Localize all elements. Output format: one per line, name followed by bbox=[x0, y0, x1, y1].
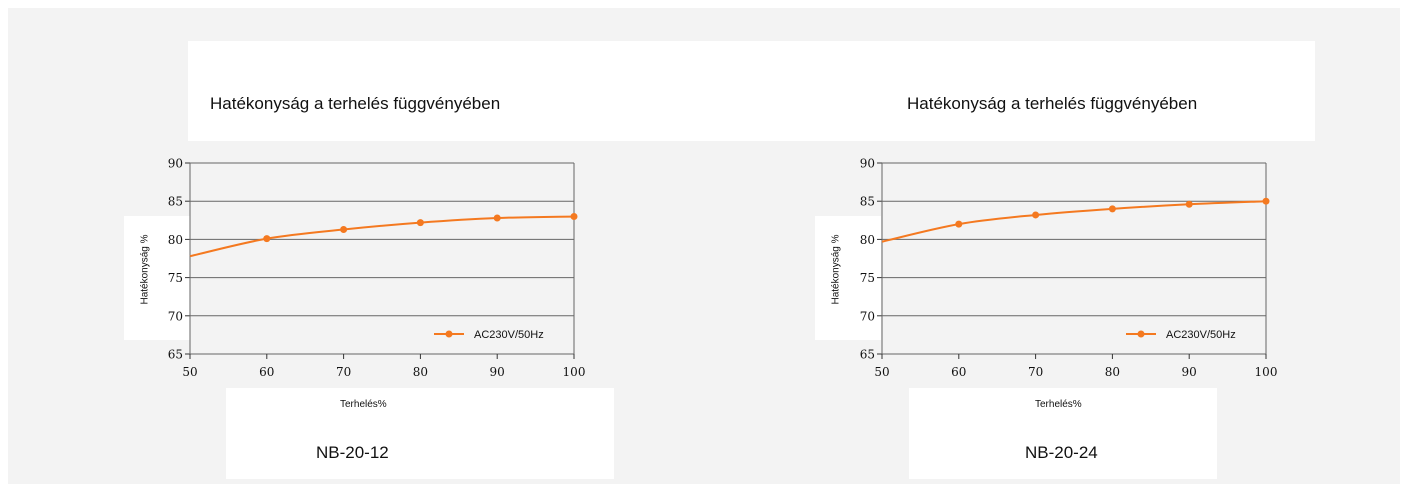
legend-label: AC230V/50Hz bbox=[1166, 329, 1236, 341]
y-tick-label: 65 bbox=[168, 348, 183, 362]
x-tick-label: 80 bbox=[1105, 365, 1120, 379]
x-tick-label: 90 bbox=[1182, 365, 1197, 379]
data-point bbox=[570, 212, 578, 220]
model-name-right: NB-20-24 bbox=[1025, 443, 1098, 462]
series-line bbox=[189, 215, 575, 258]
data-point bbox=[263, 235, 271, 243]
ylabel-box-right bbox=[815, 216, 881, 340]
x-tick-label: 50 bbox=[874, 365, 889, 379]
y-tick-label: 85 bbox=[168, 195, 183, 209]
data-point bbox=[1262, 197, 1270, 205]
x-tick-label: 50 bbox=[182, 365, 197, 379]
y-tick-label: 90 bbox=[860, 157, 875, 171]
x-tick-label: 80 bbox=[413, 365, 428, 379]
ylabel-box-left bbox=[124, 216, 190, 340]
chart-0: 65 70 75 80 85 90 50 60 70 80 90 100 AC230V/50Hz bbox=[168, 157, 586, 380]
data-point bbox=[1108, 205, 1116, 213]
x-tick-label: 100 bbox=[563, 365, 586, 379]
y-tick-label: 85 bbox=[860, 195, 875, 209]
model-name-left: NB-20-12 bbox=[316, 443, 389, 462]
x-tick-label: 90 bbox=[490, 365, 505, 379]
legend-marker bbox=[445, 330, 453, 338]
y-tick-label: 65 bbox=[860, 348, 875, 362]
x-tick-label: 70 bbox=[1028, 365, 1043, 379]
x-tick-label: 60 bbox=[259, 365, 274, 379]
series-line bbox=[881, 200, 1267, 243]
data-point bbox=[955, 220, 963, 228]
legend-label: AC230V/50Hz bbox=[474, 329, 544, 341]
x-axis-label-left: Terhelés% bbox=[340, 399, 387, 410]
x-axis-label-right: Terhelés% bbox=[1035, 399, 1082, 410]
y-tick-label: 75 bbox=[168, 271, 183, 285]
y-tick-label: 80 bbox=[860, 233, 875, 247]
chart-title-left: Hatékonyság a terhelés függvényében bbox=[210, 94, 501, 113]
footer-panel-right bbox=[909, 388, 1217, 479]
footer-panel-left bbox=[226, 388, 614, 479]
data-point bbox=[340, 225, 348, 233]
y-tick-label: 70 bbox=[860, 309, 875, 323]
y-tick-label: 80 bbox=[168, 233, 183, 247]
data-point bbox=[1185, 200, 1193, 208]
y-tick-label: 75 bbox=[860, 271, 875, 285]
data-point bbox=[416, 219, 424, 227]
x-tick-label: 70 bbox=[336, 365, 351, 379]
chart-1: 65 70 75 80 85 90 50 60 70 80 90 100 AC230V/50Hz bbox=[860, 157, 1278, 380]
y-tick-label: 90 bbox=[168, 157, 183, 171]
header-panel bbox=[188, 41, 1315, 141]
x-tick-label: 100 bbox=[1255, 365, 1278, 379]
chart-title-right: Hatékonyság a terhelés függvényében bbox=[907, 94, 1198, 113]
y-tick-label: 70 bbox=[168, 309, 183, 323]
data-point bbox=[493, 214, 501, 222]
data-point bbox=[1032, 211, 1040, 219]
x-tick-label: 60 bbox=[951, 365, 966, 379]
legend-marker bbox=[1137, 330, 1145, 338]
